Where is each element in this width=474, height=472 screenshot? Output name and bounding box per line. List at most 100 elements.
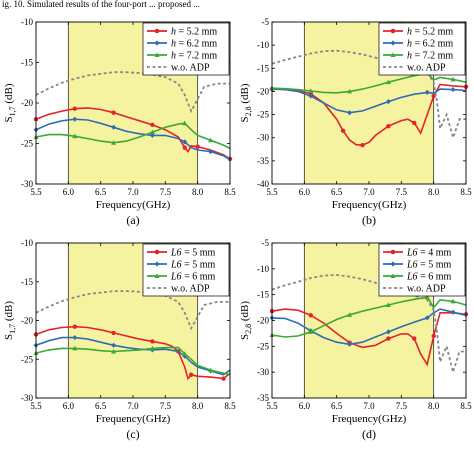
data-point [450,86,456,93]
y-tick-label: -15 [257,290,269,300]
legend-label: h = 5.2 mm [407,27,453,38]
legend-marker [154,28,160,34]
series-line-4 [35,71,230,114]
data-point [182,351,188,356]
y-tick-label: -30 [21,179,33,189]
chart-panel-3: 5.5 6.0 6.5 7.0 7.5 8.0 8.5 -30 -25 -20 -15 -10 Freq… [3,238,236,441]
legend-label: L6 = 5 mm [170,248,215,259]
x-tick-label: 7.5 [160,187,172,197]
y-axis-label: S1,7 (dB) [3,301,17,340]
legend-label: L6 = 5 mm [406,260,451,271]
x-tick-label: 6.5 [331,401,343,411]
data-point [386,336,391,341]
data-point [72,324,78,329]
series-line-1 [271,83,467,146]
legend-label: h = 5.2 mm [171,27,217,38]
legend-marker [154,261,160,267]
legend-marker [154,273,160,278]
legend-marker [390,40,396,46]
y-tick-label: -25 [21,354,33,364]
legend-label: h = 6.2 mm [407,39,453,50]
data-point [189,372,194,377]
x-tick-label: 6.5 [331,187,343,197]
data-point [424,294,430,300]
y-tick-label: -15 [21,277,33,287]
x-tick-label: 8.0 [428,187,440,197]
data-point [111,140,117,145]
data-point [450,76,456,82]
data-point [386,99,391,105]
legend-label: L6 = 4 mm [406,248,451,259]
data-point [195,144,200,149]
legend-marker [154,249,160,255]
data-point [347,88,353,94]
series-line-3 [271,72,467,94]
top-caption: ig. 10. Simulated results of the four-po… [2,0,200,9]
x-tick-label: 6.0 [299,401,311,411]
x-tick-label: 6.0 [63,401,75,411]
data-point [72,133,78,139]
x-tick-label: 7.0 [127,401,139,411]
panel-label: (a) [126,213,139,227]
legend-label: h = 7.2 mm [171,51,217,62]
legend-label: w.o. ADP [171,63,210,74]
data-point [386,329,391,335]
data-point [340,128,346,133]
y-tick-label: -10 [257,264,269,274]
y-tick-label: -5 [262,17,270,27]
data-point [412,120,417,126]
series-line-4 [35,290,230,331]
x-tick-label: 7.0 [363,401,375,411]
data-point [221,376,226,381]
x-tick-label: 6.5 [95,187,107,197]
chart-panel-4: 5.5 6.0 6.5 7.0 7.5 8.0 8.5 -35 -30 -25 -20 -15 -10 -… [239,238,472,441]
legend-marker [390,52,396,57]
data-point [149,129,155,135]
data-point [149,345,155,351]
data-point [308,313,313,318]
data-point [150,122,155,128]
series-line-2 [271,308,467,346]
y-tick-label: -5 [262,238,270,248]
y-tick-label: -10 [21,238,33,248]
data-point [150,339,155,344]
data-point [385,79,391,85]
y-tick-label: -20 [21,98,33,108]
data-point [450,298,456,304]
y-tick-label: -20 [257,316,269,326]
data-point [424,315,430,321]
data-point [424,89,430,95]
panel-label: (d) [362,427,376,441]
x-tick-label: 8.5 [460,401,472,411]
panels: 5.5 6.0 6.5 7.0 7.5 8.0 8.5 -30 -25 -20 -15 -10 Freq… [3,17,472,441]
series-line-3 [35,346,231,376]
legend-marker [390,28,396,34]
data-point [308,329,314,334]
series-line-3 [35,122,231,150]
x-tick-label: 8.5 [224,401,236,411]
data-point [347,341,352,347]
x-tick-label: 5.5 [30,187,42,197]
y-tick-label: -40 [257,179,269,189]
legend-marker [390,261,396,267]
y-tick-label: -10 [21,17,33,27]
legend-label: h = 6.2 mm [171,39,217,50]
data-point [111,110,116,115]
legend-marker [390,273,396,278]
legend-label: h = 7.2 mm [407,51,453,62]
legend-marker [154,40,160,46]
data-point [182,139,188,145]
panel-label: (c) [126,427,139,441]
legend-marker [390,249,396,255]
legend-label: w.o. ADP [171,284,210,295]
data-point [386,123,391,129]
y-tick-label: -35 [257,156,269,166]
x-axis-label: Frequency(GHz) [96,413,171,425]
data-point [72,106,78,111]
series-line-3 [271,296,467,338]
x-tick-label: 7.5 [396,401,408,411]
x-tick-label: 7.0 [127,187,139,197]
series-line-2 [271,87,467,114]
chart-panel-2: 5.5 6.0 6.5 7.0 7.5 8.0 8.5 -40 -35 -30 -25 -20 -15 -… [239,17,472,227]
data-point [431,333,436,339]
